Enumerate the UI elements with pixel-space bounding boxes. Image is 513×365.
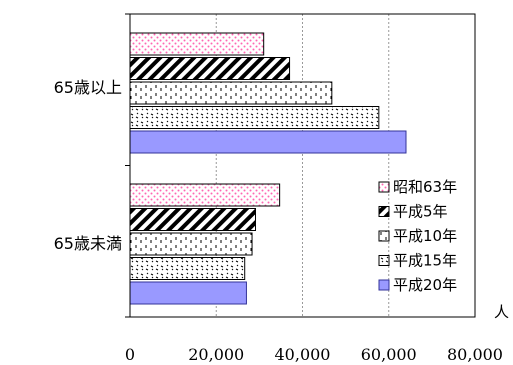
bar (129, 57, 291, 80)
legend-swatch (378, 181, 390, 193)
bar (129, 208, 256, 231)
x-tick-label: 80,000 (447, 345, 503, 364)
x-tick-label: 0 (125, 345, 135, 364)
legend-label: 平成20年 (393, 276, 457, 294)
x-tick-label: 40,000 (275, 345, 331, 364)
category-labels: 65歳以上 65歳未満 (54, 78, 122, 253)
bar (129, 106, 380, 129)
x-tick-label: 60,000 (361, 345, 417, 364)
bar (129, 232, 253, 256)
x-tick-label: 20,000 (188, 345, 244, 364)
legend-label: 平成15年 (393, 252, 457, 270)
bars (129, 32, 407, 305)
category-label: 65歳以上 (54, 78, 122, 97)
axes (125, 13, 476, 318)
bar (129, 281, 247, 305)
bar (129, 130, 407, 154)
legend-label: 平成5年 (393, 203, 448, 221)
legend-label: 平成10年 (393, 227, 457, 245)
x-axis-unit-label: 人 (494, 303, 509, 321)
legend-label: 昭和63年 (393, 178, 457, 196)
legend-swatch (378, 230, 390, 242)
category-label: 65歳未満 (54, 234, 122, 253)
bar (129, 183, 281, 207)
legend-swatch (378, 255, 390, 266)
bar (129, 32, 265, 56)
legend-swatch (378, 279, 390, 291)
bar (129, 81, 333, 105)
bar (129, 257, 246, 280)
x-tick-labels: 0 20,000 40,000 60,000 80,000 (125, 345, 503, 364)
legend-swatch (378, 206, 390, 217)
